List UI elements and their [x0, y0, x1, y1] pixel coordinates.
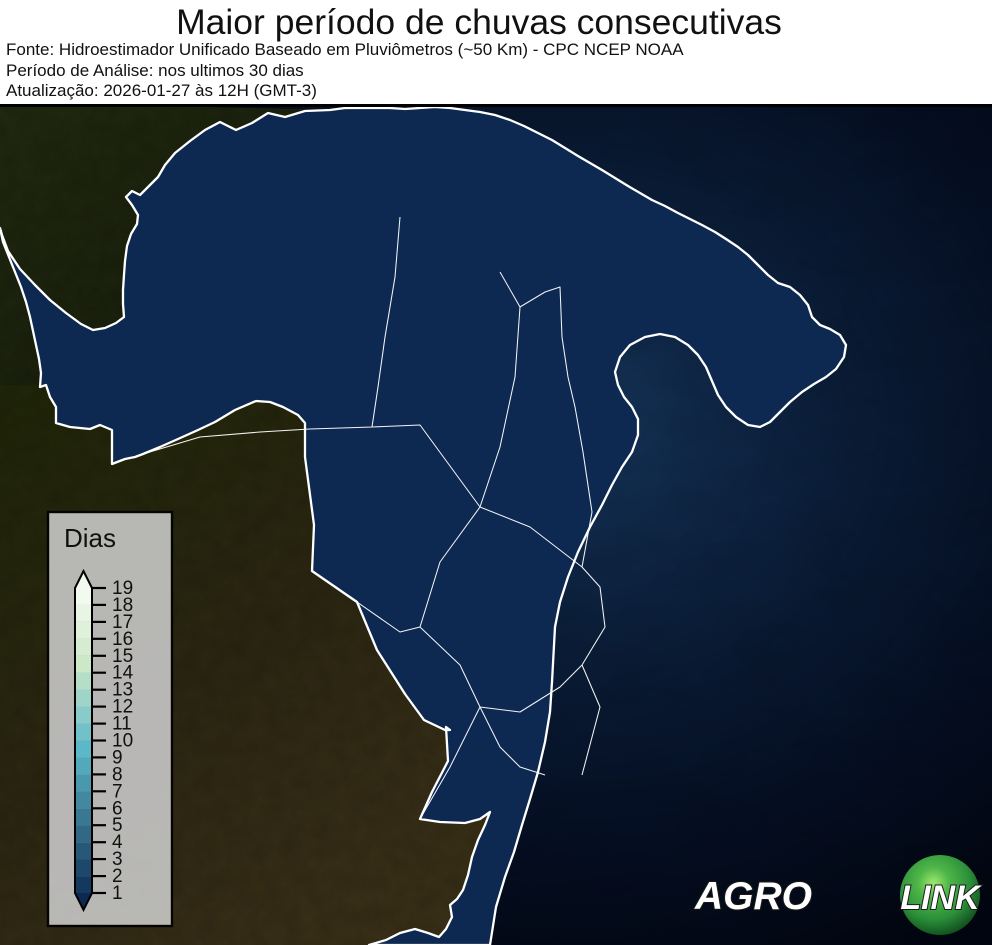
svg-text:AGRO: AGRO [694, 875, 812, 918]
svg-text:LINK: LINK [900, 879, 982, 917]
svg-text:1: 1 [112, 883, 123, 904]
svg-text:Dias: Dias [64, 523, 116, 553]
